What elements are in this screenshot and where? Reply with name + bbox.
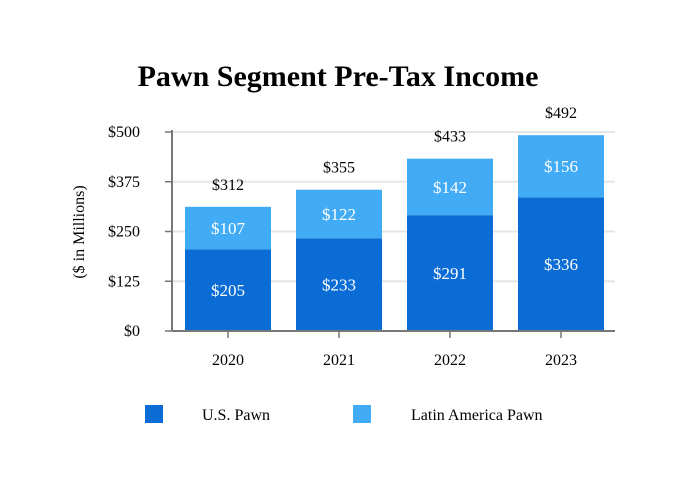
bar-value-label: $122 <box>322 205 356 224</box>
bar-value-label: $156 <box>544 157 578 176</box>
bar-total-label: $355 <box>323 160 355 177</box>
bars: $205 $107 $312 $233 $122 $355 $291 $142 $433 $336… <box>185 105 604 331</box>
x-tick-label: 2021 <box>323 352 355 369</box>
legend-label: U.S. Pawn <box>202 407 270 424</box>
legend-label: Latin America Pawn <box>411 407 543 424</box>
bar-segment <box>407 215 493 331</box>
legend-swatch <box>353 405 371 423</box>
bar-segment <box>185 206 271 250</box>
y-tick-label: $375 <box>108 174 140 191</box>
bar-total-label: $433 <box>434 129 466 146</box>
bar-segment <box>518 135 604 198</box>
bar-value-label: $142 <box>433 178 467 197</box>
legend: U.S. Pawn Latin America Pawn <box>145 405 543 424</box>
bar-segment <box>518 197 604 331</box>
axes: $0 $125 $250 $375 $500 2020 2021 2022 2023 <box>108 124 615 369</box>
y-tick-label: $0 <box>124 323 140 340</box>
bar-segment <box>185 249 271 331</box>
bar-value-label: $107 <box>211 219 246 238</box>
bar-total-label: $312 <box>212 177 244 194</box>
bar-segment <box>296 238 382 331</box>
legend-swatch <box>145 405 163 423</box>
x-tick-label: 2023 <box>545 352 577 369</box>
y-tick-label: $500 <box>108 124 140 141</box>
y-tick-label: $250 <box>108 224 140 241</box>
bar-value-label: $205 <box>211 281 245 300</box>
bar-value-label: $336 <box>544 255 578 274</box>
x-tick-label: 2020 <box>212 352 244 369</box>
bar-segment <box>296 189 382 239</box>
bar-value-label: $291 <box>433 264 467 283</box>
y-axis-label: ($ in Millions) <box>71 185 88 278</box>
bar-value-label: $233 <box>322 276 356 295</box>
x-tick-label: 2022 <box>434 352 466 369</box>
chart-title: Pawn Segment Pre-Tax Income <box>138 60 539 93</box>
y-tick-label: $125 <box>108 273 140 290</box>
bar-total-label: $492 <box>545 105 577 122</box>
bar-segment <box>407 158 493 216</box>
